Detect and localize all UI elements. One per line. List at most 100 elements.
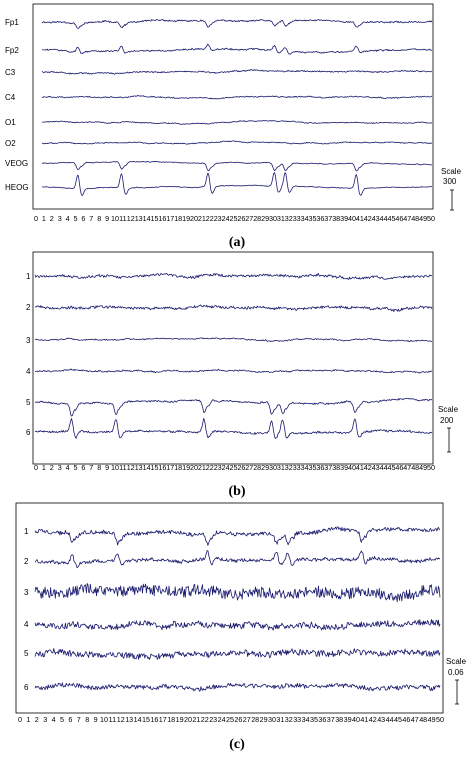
- panel-a-x-tick: 28: [253, 214, 261, 223]
- panel-b-x-tick: 23: [214, 463, 222, 472]
- panel-a-x-tick: 23: [214, 214, 222, 223]
- panel-c-trace-4: [34, 619, 441, 631]
- panel-a-x-tick: 33: [293, 214, 301, 223]
- panel-a-x-tick: 37: [324, 214, 332, 223]
- panel-a-trace-fp1: [41, 19, 433, 29]
- panel-c-x-tick: 44: [386, 715, 394, 724]
- panel-a-channel-label-fp1: Fp1: [5, 18, 19, 27]
- panel-a-x-tick: 31: [277, 214, 285, 223]
- panel-a-x-tick: 11: [119, 214, 126, 223]
- panel-b-x-tick: 9: [105, 463, 109, 472]
- panel-a-x-tick: 38: [332, 214, 340, 223]
- panel-a-x-tick: 48: [411, 214, 419, 223]
- panel-a-x-tick: 7: [89, 214, 93, 223]
- panel-b-x-ticks: 0 1 2 3 4 5 6 7 8 9 10 11 12 13 14 15 16 17 18 19 20 21 22 23 24…: [34, 463, 435, 472]
- panel-b-x-tick: 36: [316, 463, 324, 472]
- panel-b-trace-2: [34, 304, 433, 312]
- panel-a-x-tick: 4: [66, 214, 70, 223]
- panel-a-x-tick: 17: [166, 214, 174, 223]
- panel-c-x-tick: 20: [184, 715, 192, 724]
- panel-b-channel-label-6: 6: [26, 428, 31, 437]
- panel-c-x-tick: 50: [436, 715, 444, 724]
- panel-b-scale: Scale 200: [438, 405, 459, 453]
- panel-c-channel-label-5: 5: [24, 649, 29, 658]
- panel-a-x-tick: 16: [158, 214, 166, 223]
- panel-b-x-tick: 13: [135, 463, 143, 472]
- panel-a-x-tick: 21: [198, 214, 206, 223]
- panel-a-x-tick: 3: [58, 214, 62, 223]
- panel-a-x-tick: 42: [364, 214, 372, 223]
- panel-b-x-tick: 31: [277, 463, 285, 472]
- panel-c-channel-label-2: 2: [24, 557, 29, 566]
- panel-c-x-tick: 39: [344, 715, 352, 724]
- panel-b-x-tick: 3: [58, 463, 62, 472]
- panel-c-x-tick: 32: [285, 715, 293, 724]
- panel-a-x-tick: 6: [81, 214, 85, 223]
- panel-c-x-tick: 18: [167, 715, 175, 724]
- panel-c-x-tick: 31: [276, 715, 284, 724]
- panel-a-x-tick: 32: [285, 214, 293, 223]
- panel-c-x-tick: 1: [26, 715, 30, 724]
- panel-c-x-tick: 12: [117, 715, 125, 724]
- panel-b-trace-5: [34, 397, 433, 417]
- panel-c-x-tick: 24: [218, 715, 226, 724]
- panel-c-x-tick: 40: [352, 715, 360, 724]
- panel-b-x-tick: 15: [151, 463, 159, 472]
- panel-c-scale: Scale 0.06: [446, 657, 467, 705]
- panel-b-channel-label-3: 3: [26, 336, 31, 345]
- panel-a-x-ticks: 0 1 2 3 4 5 6 7 8 9 10 11 12 13 14 15 16 17 18 19 20 21 22 23 24…: [34, 214, 435, 223]
- panel-a-x-tick: 39: [340, 214, 348, 223]
- panel-c-x-tick: 2: [35, 715, 39, 724]
- panel-c-channel-labels: 1 2 3 4 5 6: [24, 527, 29, 692]
- panel-c-x-tick: 0: [18, 715, 22, 724]
- panel-b-x-tick: 33: [293, 463, 301, 472]
- panel-b-x-tick: 2: [50, 463, 54, 472]
- panel-b-x-tick: 27: [245, 463, 253, 472]
- panel-c-channel-label-3: 3: [24, 588, 29, 597]
- panel-b-x-tick: 39: [340, 463, 348, 472]
- panel-c-x-tick: 33: [293, 715, 301, 724]
- panel-c-x-tick: 38: [335, 715, 343, 724]
- panel-b-channel-labels: 1 2 3 4 5 6: [26, 272, 31, 437]
- panel-a-trace-c3: [41, 69, 433, 75]
- panel-c-x-tick: 41: [360, 715, 368, 724]
- panel-c-x-tick: 10: [100, 715, 108, 724]
- panel-b-x-tick: 21: [198, 463, 206, 472]
- panel-a-x-tick: 46: [395, 214, 403, 223]
- panel-a-x-tick: 19: [182, 214, 190, 223]
- panel-c-trace-3: [34, 583, 441, 603]
- panel-c-x-tick: 29: [260, 715, 268, 724]
- panel-a-trace-fp2: [41, 43, 433, 55]
- panel-b-scale-value: 200: [440, 416, 454, 425]
- panel-a-x-tick: 22: [206, 214, 214, 223]
- panel-b-x-tick: 24: [222, 463, 230, 472]
- panel-b-x-tick: 4: [66, 463, 70, 472]
- panel-c-x-tick: 14: [134, 715, 142, 724]
- panel-c-x-tick: 42: [369, 715, 377, 724]
- panel-a-scale-label: Scale: [441, 167, 462, 176]
- panel-b-x-tick: 43: [372, 463, 380, 472]
- panel-b-x-tick: 19: [182, 463, 190, 472]
- panel-b-trace-6: [34, 418, 433, 439]
- panel-b-x-tick: 45: [388, 463, 396, 472]
- panel-c-channel-label-1: 1: [24, 527, 29, 536]
- panel-a-x-tick: 30: [269, 214, 277, 223]
- panel-c-caption: (c): [229, 737, 245, 752]
- panel-c-x-ticks: 0 1 2 3 4 5 6 7 8 9 10 11 12 13 14 15 16 17 18 19 20 21 22 23 24…: [18, 715, 444, 724]
- panel-a-x-tick: 2: [50, 214, 54, 223]
- panel-b-channel-label-5: 5: [26, 398, 31, 407]
- panel-a-channel-label-c4: C4: [5, 93, 16, 102]
- panel-a-x-tick: 18: [174, 214, 182, 223]
- panel-c-x-tick: 37: [327, 715, 335, 724]
- panel-b-trace-4: [34, 368, 433, 374]
- panel-b-traces: [34, 272, 433, 439]
- panel-c-x-tick: 27: [243, 715, 251, 724]
- panel-b-trace-1: [34, 272, 433, 280]
- panel-a-channel-label-c3: C3: [5, 68, 16, 77]
- panel-a-x-tick: 40: [348, 214, 356, 223]
- panel-a-x-tick: 25: [230, 214, 238, 223]
- panel-c-x-tick: 5: [60, 715, 64, 724]
- panel-b-x-tick: 42: [364, 463, 372, 472]
- panel-a-caption: (a): [229, 235, 246, 250]
- panel-a-x-tick: 44: [380, 214, 388, 223]
